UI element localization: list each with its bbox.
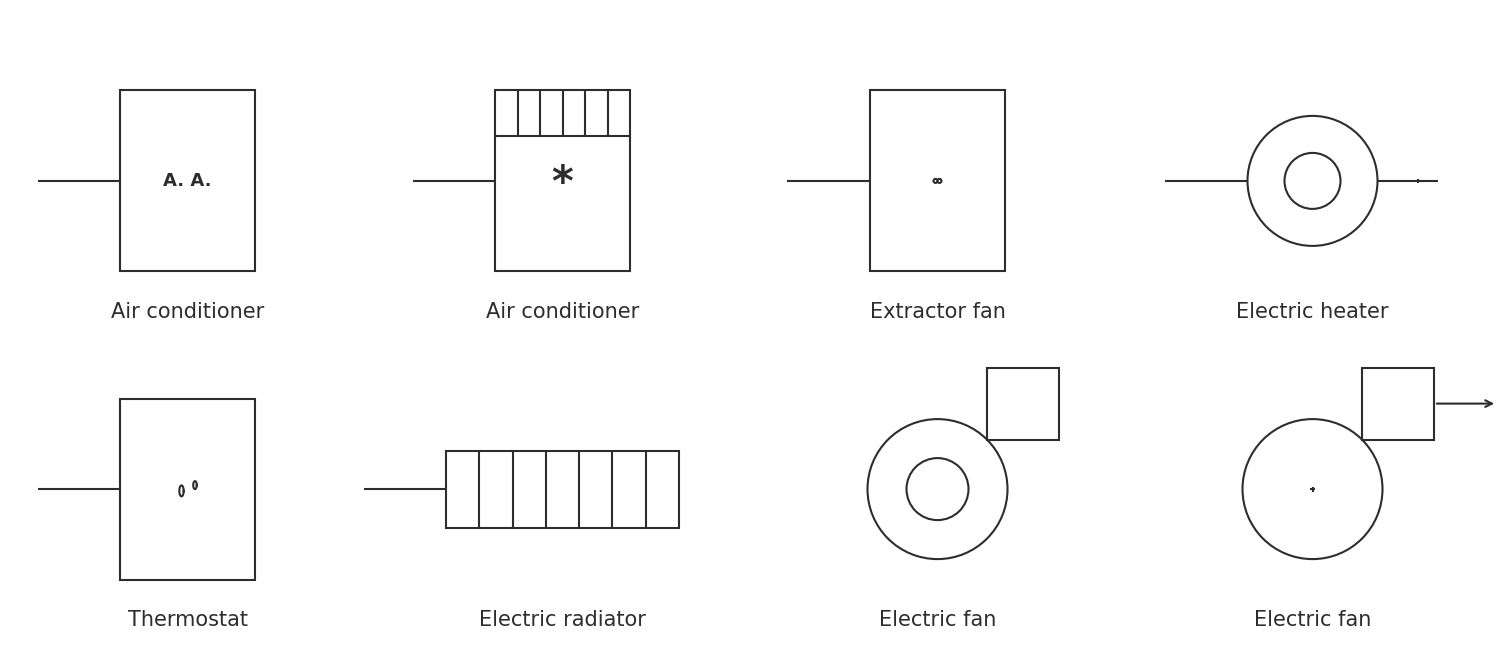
Ellipse shape (906, 458, 969, 520)
Ellipse shape (1284, 153, 1341, 209)
Ellipse shape (1248, 116, 1377, 246)
Ellipse shape (867, 419, 1008, 559)
Bar (120, 399, 255, 580)
Text: A. A.: A. A. (164, 172, 211, 190)
Bar (870, 90, 1005, 271)
Ellipse shape (933, 179, 938, 183)
Bar (120, 90, 255, 271)
Bar (987, 368, 1059, 440)
Text: Electric radiator: Electric radiator (478, 610, 646, 630)
Ellipse shape (938, 179, 942, 183)
Text: Electric fan: Electric fan (879, 610, 996, 630)
Text: Air conditioner: Air conditioner (486, 302, 639, 322)
Text: Air conditioner: Air conditioner (111, 302, 264, 322)
Bar (447, 450, 678, 528)
Text: Extractor fan: Extractor fan (870, 302, 1005, 322)
Text: Electric fan: Electric fan (1254, 610, 1371, 630)
Bar (1362, 368, 1434, 440)
Bar (495, 90, 630, 271)
Text: Electric heater: Electric heater (1236, 302, 1389, 322)
Ellipse shape (1242, 419, 1383, 559)
Text: Thermostat: Thermostat (128, 610, 248, 630)
Text: *: * (552, 163, 573, 205)
